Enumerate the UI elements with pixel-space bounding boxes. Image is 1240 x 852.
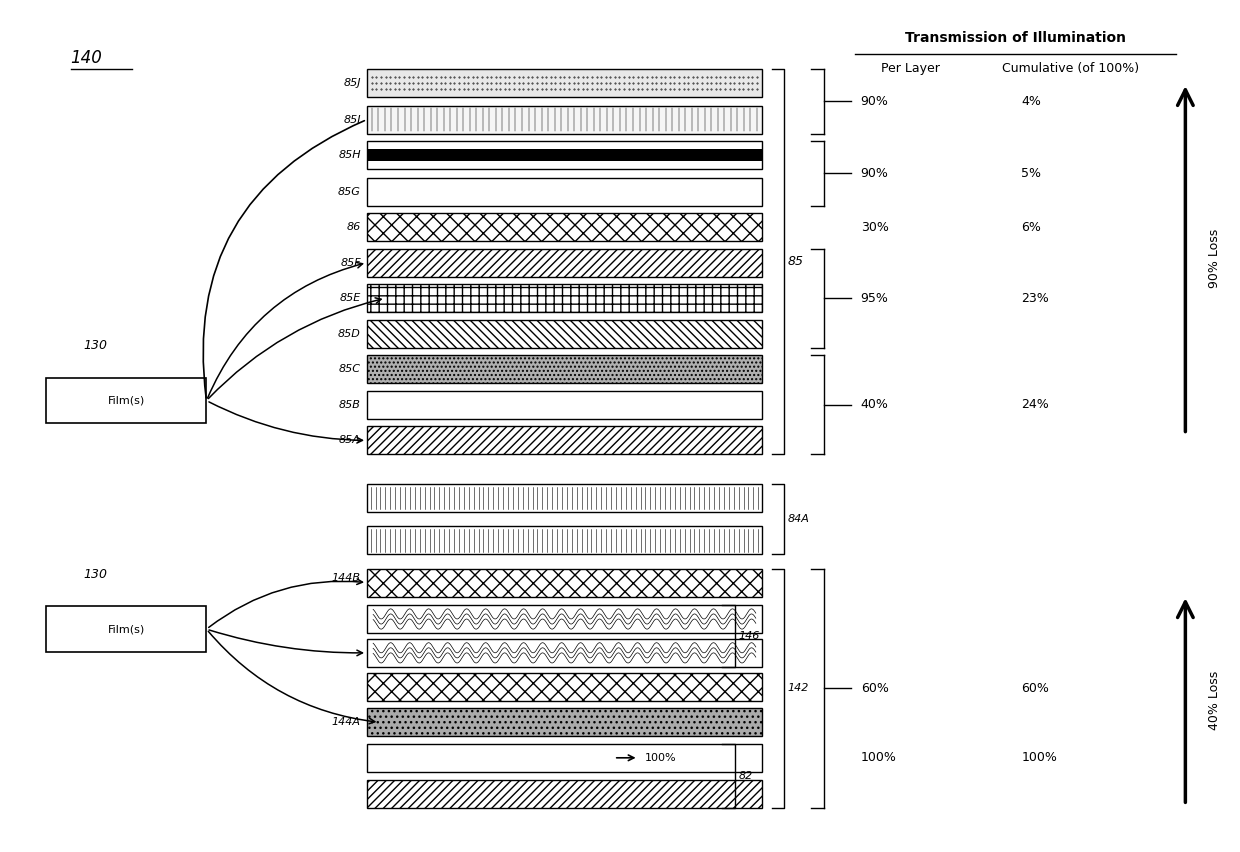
Text: Cumulative (of 100%): Cumulative (of 100%)	[1002, 62, 1140, 75]
FancyBboxPatch shape	[367, 69, 761, 97]
FancyBboxPatch shape	[367, 177, 761, 205]
Text: 146: 146	[739, 631, 760, 641]
Text: 85H: 85H	[339, 150, 361, 160]
FancyBboxPatch shape	[367, 391, 761, 419]
FancyBboxPatch shape	[367, 426, 761, 454]
Text: 144A: 144A	[332, 717, 361, 728]
FancyBboxPatch shape	[367, 673, 761, 700]
FancyBboxPatch shape	[46, 377, 207, 423]
FancyBboxPatch shape	[46, 607, 207, 652]
Text: 85F: 85F	[340, 257, 361, 268]
Text: 100%: 100%	[645, 753, 676, 763]
FancyBboxPatch shape	[367, 484, 761, 512]
FancyBboxPatch shape	[367, 106, 761, 134]
Text: 85: 85	[787, 256, 804, 268]
Text: Transmission of Illumination: Transmission of Illumination	[904, 32, 1126, 45]
Text: 130: 130	[83, 339, 107, 352]
Text: 100%: 100%	[1022, 751, 1056, 764]
Text: 60%: 60%	[1022, 682, 1049, 695]
FancyBboxPatch shape	[367, 527, 761, 555]
FancyBboxPatch shape	[367, 320, 761, 348]
Text: 24%: 24%	[1022, 399, 1049, 412]
Text: 90%: 90%	[861, 95, 889, 108]
FancyBboxPatch shape	[367, 780, 761, 809]
Text: 40%: 40%	[861, 399, 889, 412]
Text: 60%: 60%	[861, 682, 889, 695]
Text: 82: 82	[739, 771, 753, 781]
Text: 40% Loss: 40% Loss	[1208, 671, 1220, 730]
Text: 130: 130	[83, 567, 107, 580]
Text: Film(s): Film(s)	[108, 395, 145, 406]
Text: 23%: 23%	[1022, 291, 1049, 305]
Text: 85B: 85B	[339, 400, 361, 410]
Text: 84A: 84A	[787, 514, 810, 524]
FancyBboxPatch shape	[367, 568, 761, 596]
FancyBboxPatch shape	[367, 708, 761, 736]
FancyBboxPatch shape	[367, 149, 761, 161]
Text: 85D: 85D	[337, 329, 361, 339]
Text: 85J: 85J	[343, 78, 361, 89]
Text: 86: 86	[346, 222, 361, 232]
FancyBboxPatch shape	[367, 605, 761, 633]
Text: Film(s): Film(s)	[108, 625, 145, 634]
Text: 142: 142	[787, 683, 810, 694]
Text: 85E: 85E	[340, 293, 361, 303]
FancyBboxPatch shape	[367, 639, 761, 667]
Text: 6%: 6%	[1022, 221, 1042, 233]
Text: 90% Loss: 90% Loss	[1208, 229, 1220, 289]
Text: 4%: 4%	[1022, 95, 1042, 108]
FancyBboxPatch shape	[367, 744, 761, 772]
Text: 144B: 144B	[332, 573, 361, 583]
Text: 95%: 95%	[861, 291, 889, 305]
Text: 140: 140	[71, 49, 103, 66]
Text: 100%: 100%	[861, 751, 897, 764]
FancyBboxPatch shape	[367, 285, 761, 312]
Text: 85A: 85A	[339, 435, 361, 446]
FancyBboxPatch shape	[367, 355, 761, 383]
FancyBboxPatch shape	[367, 213, 761, 241]
Text: 30%: 30%	[861, 221, 889, 233]
Text: 85I: 85I	[343, 114, 361, 124]
Text: 5%: 5%	[1022, 167, 1042, 180]
FancyBboxPatch shape	[367, 249, 761, 277]
Text: Per Layer: Per Layer	[880, 62, 940, 75]
Text: 85C: 85C	[339, 365, 361, 374]
Text: 90%: 90%	[861, 167, 889, 180]
FancyBboxPatch shape	[367, 141, 761, 169]
Text: 85G: 85G	[337, 187, 361, 197]
